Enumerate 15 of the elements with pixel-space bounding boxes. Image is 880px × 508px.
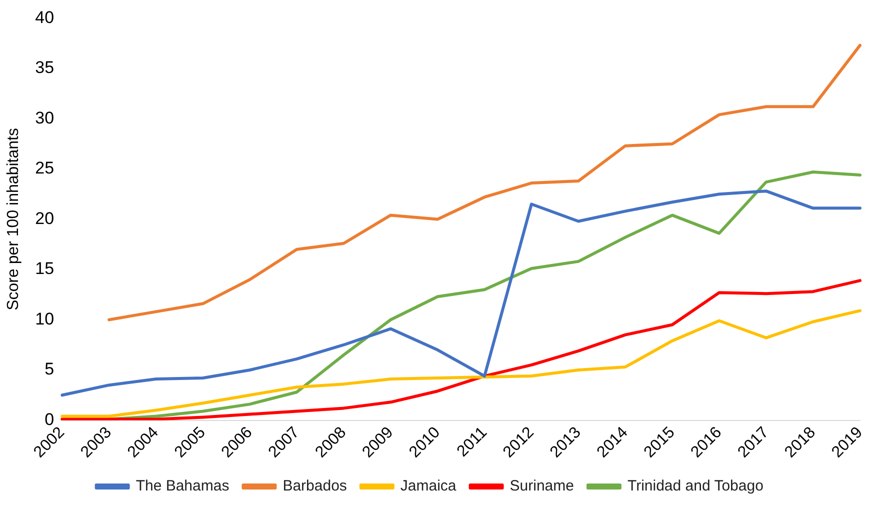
- y-tick-label: 10: [35, 309, 54, 328]
- legend-label: Barbados: [282, 478, 347, 495]
- y-tick-label: 0: [44, 410, 54, 429]
- y-tick-label: 25: [35, 158, 54, 178]
- legend-label: Suriname: [510, 478, 574, 495]
- y-tick-label: 30: [35, 108, 54, 128]
- y-tick-label: 20: [35, 208, 54, 228]
- y-tick-label: 5: [44, 360, 54, 379]
- legend-label: The Bahamas: [136, 478, 230, 495]
- y-tick-label: 15: [35, 259, 54, 278]
- y-tick-label: 35: [35, 58, 54, 78]
- legend-label: Trinidad and Tobago: [627, 478, 764, 495]
- y-tick-label: 40: [35, 8, 54, 27]
- y-axis-title: Score per 100 inhabitants: [5, 128, 22, 310]
- legend-label: Jamaica: [400, 478, 457, 495]
